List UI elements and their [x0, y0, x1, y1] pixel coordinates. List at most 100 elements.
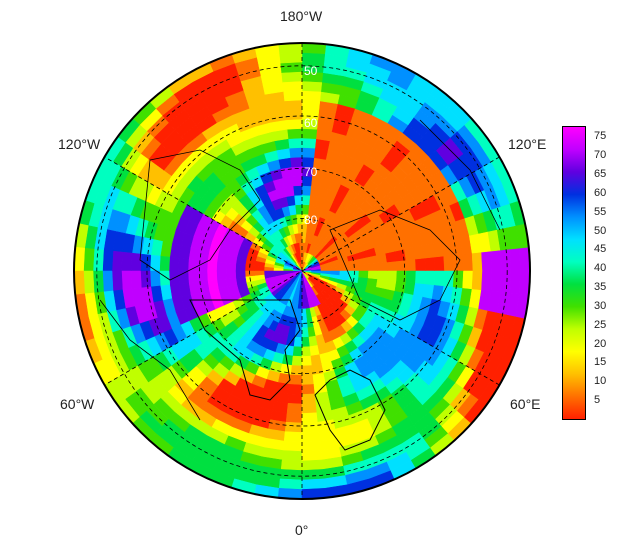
heatmap-cell — [121, 251, 133, 272]
heatmap-cell — [280, 71, 303, 83]
heatmap-cell — [225, 270, 237, 280]
heatmap-cell — [283, 431, 303, 443]
heatmap-cell — [281, 450, 303, 462]
heatmap-cell — [278, 52, 303, 64]
heatmap-cell — [286, 128, 303, 139]
colorbar-tick-60: 60 — [594, 186, 607, 199]
heatmap-cell — [301, 374, 315, 386]
heatmap-cell — [149, 254, 161, 272]
colorbar-tick-65: 65 — [594, 168, 607, 180]
heatmap-cell — [83, 270, 95, 295]
heatmap-cell — [500, 270, 512, 294]
colorbar-tick-15: 15 — [594, 356, 607, 369]
heatmap-cell — [280, 459, 303, 471]
heatmap-cell — [92, 248, 104, 272]
heatmap-cell — [452, 270, 464, 289]
heatmap-cell — [254, 265, 265, 272]
colorbar-tick-45: 45 — [594, 243, 607, 256]
heatmap-cell — [330, 270, 341, 276]
heatmap-cells — [74, 43, 530, 499]
heatmap-cell — [301, 450, 323, 462]
heatmap-cell — [462, 252, 474, 272]
heatmap-cell — [277, 488, 303, 499]
map-boundary — [73, 42, 531, 500]
heatmap-cell — [481, 250, 493, 272]
heatmap-cell — [187, 270, 199, 284]
colorbar-tick-50: 50 — [594, 224, 607, 237]
heatmap-cell — [225, 262, 237, 272]
heatmap-cell — [178, 257, 189, 272]
heatmap-cell — [301, 431, 321, 443]
heatmap-cell — [297, 299, 303, 310]
heatmap-cell — [279, 61, 303, 73]
longitude-label-120w: 120°W — [58, 136, 101, 152]
heatmap-cell — [187, 258, 199, 272]
longitude-label-60w: 60°W — [60, 396, 95, 412]
heatmap-cell — [424, 270, 436, 286]
longitude-label-180w: 180°W — [280, 8, 323, 24]
colorbar-tick-55: 55 — [594, 205, 607, 218]
heatmap-cell — [287, 393, 303, 405]
heatmap-cell — [386, 260, 398, 272]
colorbar-tick-5: 5 — [594, 394, 601, 407]
latitude-label-80: 80 — [304, 213, 318, 227]
meridian-line — [104, 156, 500, 386]
heatmap-cell — [140, 253, 152, 272]
latitude-label-50: 50 — [304, 64, 318, 78]
graticule — [96, 43, 508, 499]
longitude-label-60e: 60°E — [510, 396, 541, 412]
longitude-label-120e: 120°E — [508, 136, 547, 152]
heatmap-cell — [471, 251, 483, 272]
heatmap-cell — [376, 278, 388, 290]
heatmap-cell — [415, 257, 426, 272]
heatmap-cell — [291, 175, 303, 187]
heatmap-cell — [279, 469, 303, 481]
heatmap-cell — [263, 266, 274, 272]
heatmap-cell — [471, 270, 483, 291]
heatmap-cell — [519, 270, 530, 296]
heatmap-cell — [292, 185, 303, 196]
heatmap-cell — [443, 254, 455, 272]
heatmap-cell — [405, 270, 417, 284]
heatmap-cell — [216, 261, 227, 272]
heatmap-cell — [284, 109, 303, 121]
heatmap-cell — [434, 255, 445, 272]
heatmap-cell — [462, 270, 474, 290]
heatmap-cell — [235, 263, 246, 272]
heatmap-cell — [490, 270, 502, 293]
heatmap-cell — [301, 80, 323, 92]
heatmap-cell — [102, 270, 114, 293]
heatmap-cell — [415, 270, 426, 285]
colorbar-tick-70: 70 — [594, 149, 607, 162]
heatmap-cell — [301, 421, 320, 433]
heatmap-cell — [130, 270, 142, 290]
heatmap-cell — [377, 261, 388, 272]
heatmap-cell — [301, 336, 311, 348]
heatmap-cell — [102, 249, 114, 272]
heatmap-cell — [289, 156, 303, 168]
heatmap-cell — [301, 412, 319, 424]
heatmap-cell — [301, 365, 314, 376]
heatmap-cell — [301, 403, 318, 414]
heatmap-cell — [290, 166, 303, 177]
heatmap-cell — [424, 256, 436, 272]
heatmap-cell — [292, 346, 303, 357]
latitude-circle — [198, 167, 405, 374]
colorbar-tick-10: 10 — [594, 375, 607, 388]
heatmap-cell — [396, 259, 407, 272]
heatmap-cell — [367, 262, 379, 272]
heatmap-cell — [121, 270, 133, 291]
heatmap-cell — [289, 374, 303, 386]
heatmap-cell — [500, 248, 512, 272]
heatmap-cell — [490, 249, 502, 272]
heatmap-cell — [285, 118, 303, 130]
heatmap-cell — [92, 270, 104, 294]
heatmap-cell — [290, 365, 303, 376]
heatmap-cell — [288, 147, 303, 158]
heatmap-cell — [405, 258, 417, 272]
heatmap-cell — [301, 478, 326, 490]
heatmap-cell — [140, 270, 152, 289]
latitude-label-60: 60 — [304, 116, 318, 130]
heatmap-cell — [83, 247, 95, 272]
colorbar-tick-30: 30 — [594, 299, 607, 312]
